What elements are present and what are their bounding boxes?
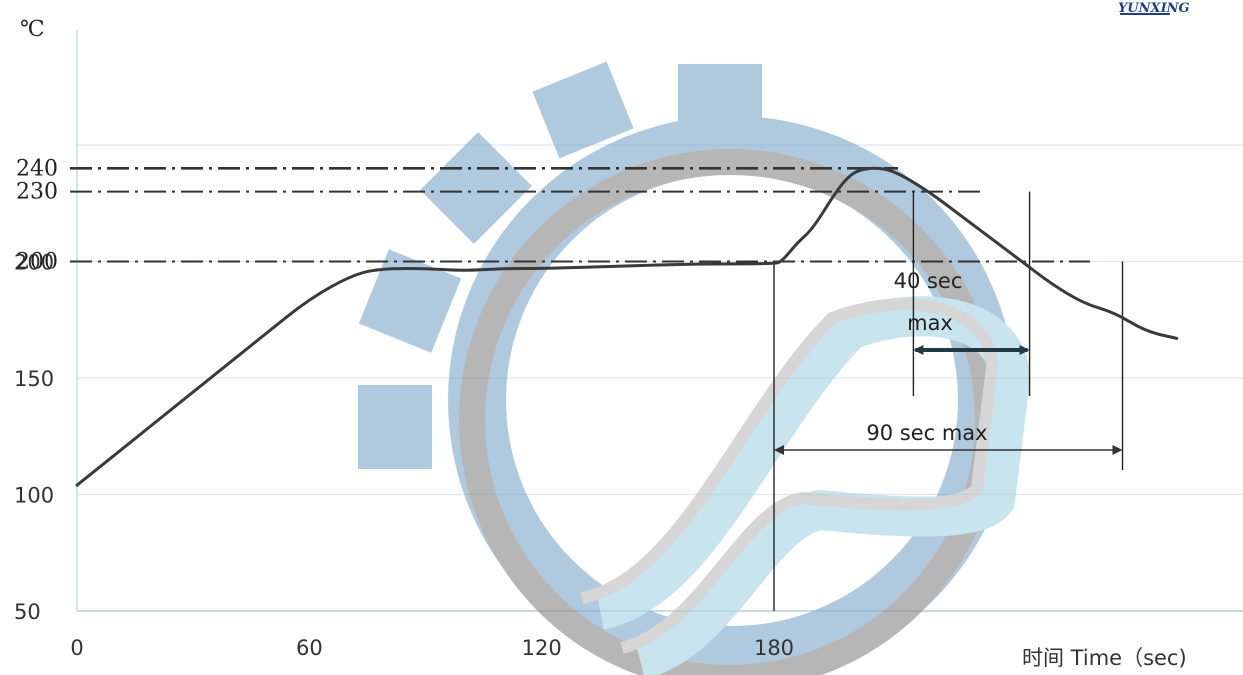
watermark-swirl-icon — [594, 296, 1031, 675]
y-axis-label: ℃ — [20, 17, 45, 42]
x-tick-label: 0 — [70, 636, 83, 660]
reference-label: 240 — [16, 156, 58, 181]
watermark-gear-logo — [358, 61, 1031, 675]
series-layer — [75, 166, 1179, 487]
y-tick-label: 100 — [14, 484, 54, 508]
reference-label: 230 — [16, 180, 58, 205]
x-axis-label: 时间 Time（sec) — [1022, 646, 1187, 670]
gridlines — [77, 144, 1243, 496]
y-tick-label: 200 — [14, 251, 54, 275]
watermark-gear-teeth-icon — [358, 61, 762, 469]
brand-logo: YUNXING — [1118, 1, 1190, 16]
series-line — [75, 166, 1179, 487]
annotation-90sec: 90 sec max — [866, 421, 987, 445]
annotations: 40 sec max 90 sec max — [866, 269, 987, 445]
brand-logo-text: YUNXING — [1118, 1, 1190, 16]
x-tick-label: 120 — [522, 636, 562, 660]
timing-guides — [773, 191, 1124, 611]
y-tick-label: 50 — [14, 600, 41, 624]
annotation-40sec-line2: max — [907, 311, 953, 335]
reference-lines — [70, 167, 1090, 263]
x-tick-label: 60 — [296, 636, 323, 660]
y-tick-label: 150 — [14, 367, 54, 391]
annotation-40sec-line1: 40 sec — [894, 269, 963, 293]
axes — [76, 30, 1243, 612]
x-tick-label: 180 — [754, 636, 794, 660]
reference-label: 200 — [16, 250, 58, 275]
